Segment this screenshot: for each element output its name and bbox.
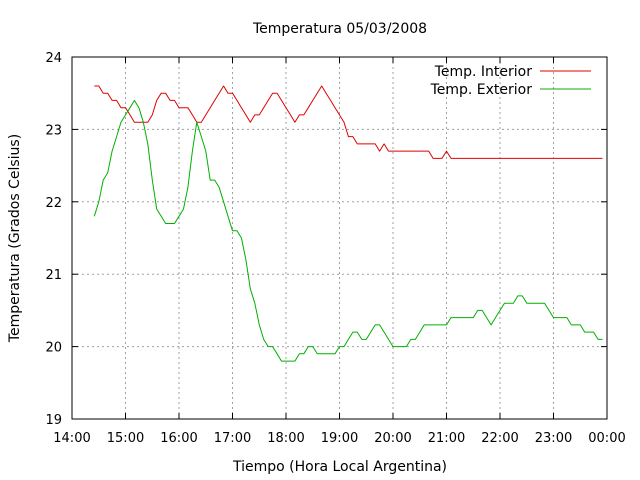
- y-tick-label: 24: [45, 51, 62, 66]
- y-tick-label: 21: [45, 268, 62, 283]
- chart-title: Temperatura 05/03/2008: [252, 21, 427, 37]
- plot-frame: [71, 56, 608, 420]
- series-line-interior: [94, 85, 603, 159]
- y-tick-label: 22: [45, 196, 62, 211]
- x-axis-label: Tiempo (Hora Local Argentina): [232, 459, 447, 475]
- x-tick-label: 15:00: [107, 431, 144, 446]
- legend: Temp. Interior Temp. Exterior: [430, 64, 591, 98]
- y-tick-label: 23: [45, 123, 62, 138]
- y-tick-label: 19: [45, 413, 62, 428]
- x-tick-label: 18:00: [267, 431, 304, 446]
- series-line-exterior: [93, 99, 603, 362]
- y-tick-label: 20: [45, 341, 62, 356]
- x-tick-label: 19:00: [321, 431, 358, 446]
- x-tick-label: 22:00: [481, 431, 518, 446]
- grid: [72, 57, 607, 419]
- x-tick-label: 14:00: [53, 431, 90, 446]
- x-tick-label: 23:00: [535, 431, 572, 446]
- legend-label-exterior: Temp. Exterior: [430, 82, 533, 98]
- x-tick-label: 16:00: [160, 431, 197, 446]
- x-tick-label: 00:00: [588, 431, 625, 446]
- series-lines: [93, 85, 603, 362]
- x-tick-label: 20:00: [374, 431, 411, 446]
- y-axis-label: Temperatura (Grados Celsius): [7, 134, 23, 343]
- x-tick-label: 17:00: [214, 431, 251, 446]
- x-tick-labels: 14:00 15:00 16:00 17:00 18:00 19:00 20:00 21:00…: [53, 431, 625, 446]
- legend-label-interior: Temp. Interior: [434, 64, 533, 80]
- y-tick-labels: 19 20 21 22 23 24: [45, 51, 62, 428]
- x-tick-label: 21:00: [428, 431, 465, 446]
